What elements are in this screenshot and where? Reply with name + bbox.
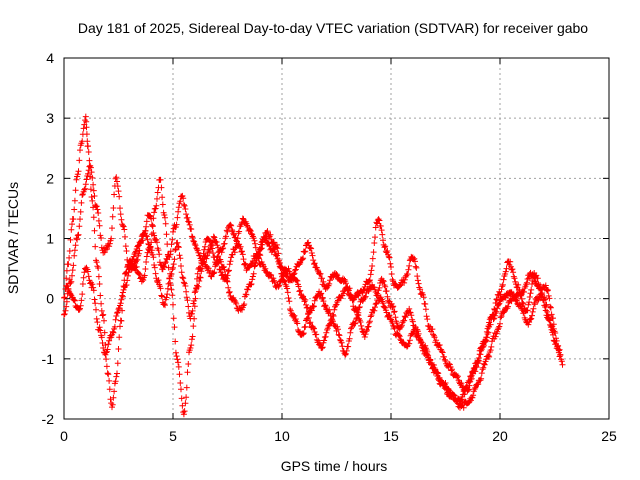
x-tick-label: 5: [169, 428, 177, 444]
plus-markers: [61, 113, 566, 418]
y-tick-labels: -2 -1 0 1 2 3 4: [42, 50, 55, 427]
plus-markers: [63, 228, 557, 405]
x-tick-label: 15: [383, 428, 399, 444]
series-track-b: [61, 162, 564, 395]
y-tick-label: 4: [46, 50, 54, 66]
series-track-c: [63, 228, 557, 405]
y-tick-label: -2: [42, 411, 55, 427]
x-tick-label: 0: [60, 428, 68, 444]
axis-ticks: [63, 57, 610, 420]
chart-title: Day 181 of 2025, Sidereal Day-to-day VTE…: [78, 20, 588, 36]
x-tick-label: 10: [274, 428, 290, 444]
x-tick-label: 20: [492, 428, 508, 444]
plus-markers: [61, 162, 564, 395]
y-tick-label: 1: [46, 231, 54, 247]
y-tick-label: 3: [46, 110, 54, 126]
y-tick-label: 2: [46, 170, 54, 186]
x-tick-labels: 0 5 10 15 20 25: [60, 428, 617, 444]
y-tick-label: -1: [42, 351, 55, 367]
x-axis-title: GPS time / hours: [281, 458, 388, 474]
y-tick-label: 0: [46, 291, 54, 307]
series-track-a: [61, 113, 566, 418]
y-axis-title: SDTVAR / TECUs: [5, 182, 21, 294]
data-points: [61, 113, 566, 418]
x-tick-label: 25: [601, 428, 617, 444]
